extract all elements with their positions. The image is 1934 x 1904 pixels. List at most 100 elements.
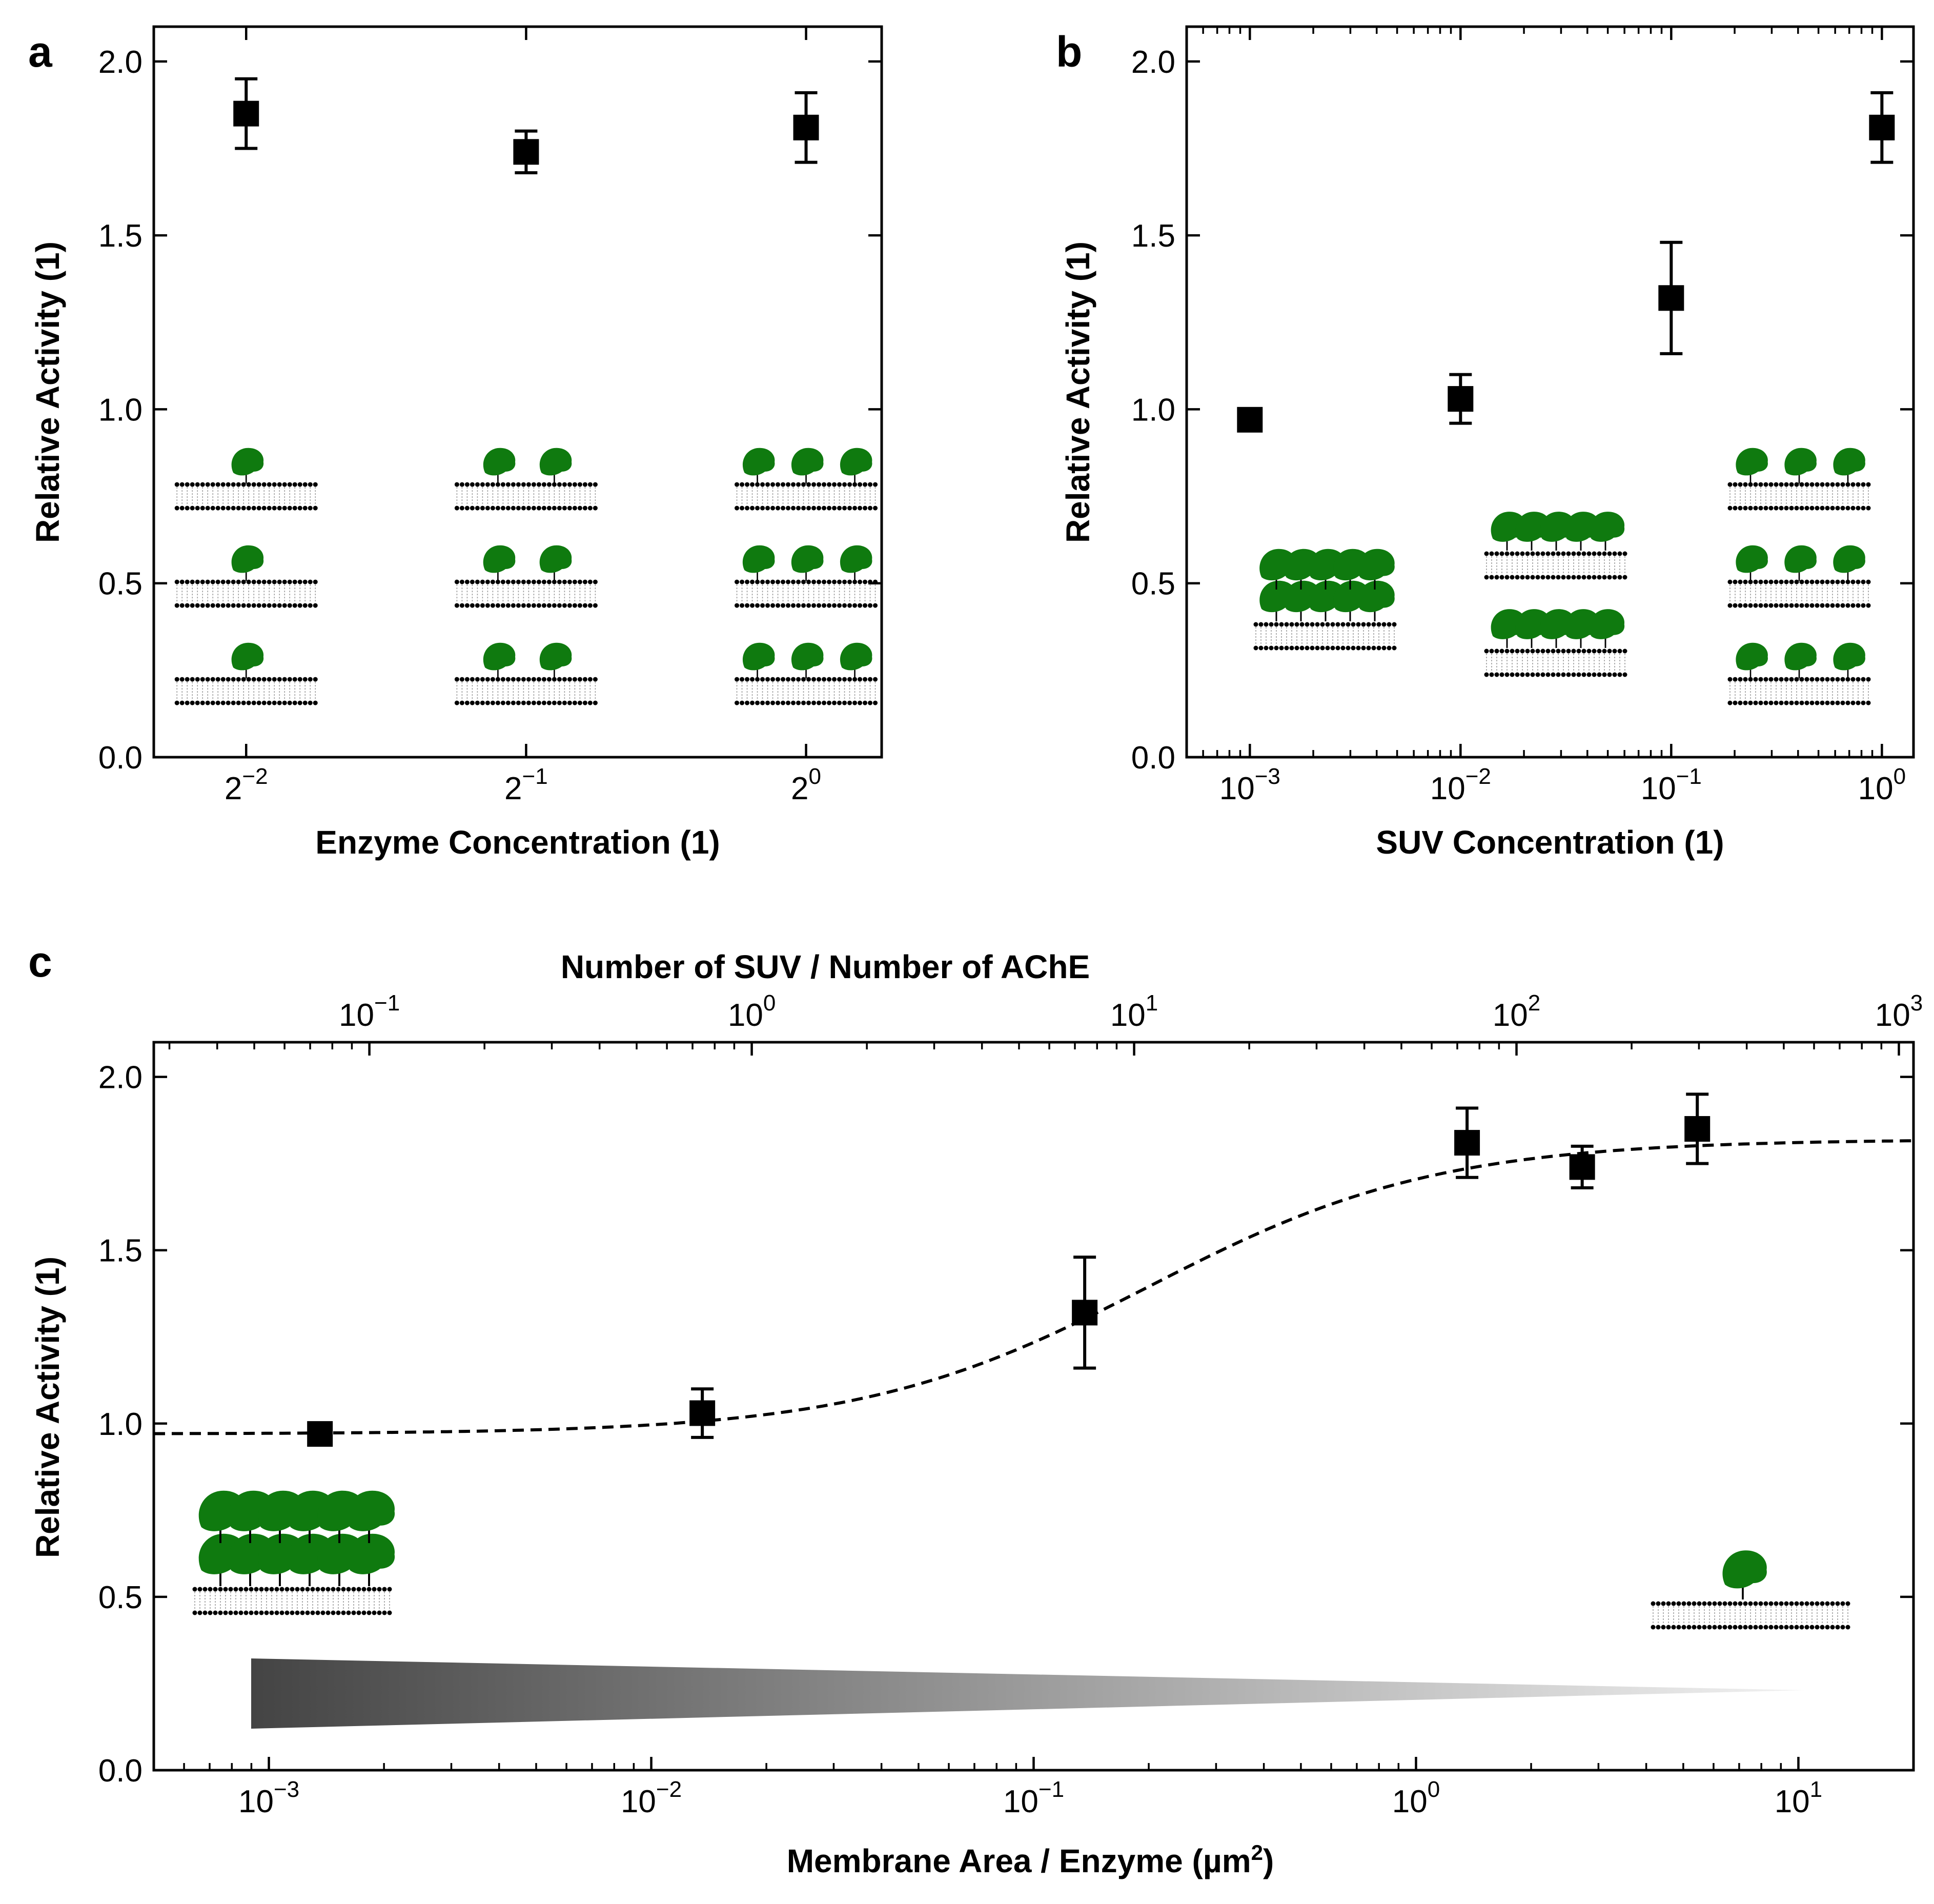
- lipid-head: [1602, 649, 1607, 654]
- lipid-head: [1809, 700, 1815, 705]
- lipid-head: [577, 677, 582, 682]
- lipid-head: [1392, 622, 1397, 627]
- lipid-head: [1768, 1625, 1774, 1630]
- lipid-head: [267, 482, 272, 487]
- lipid-head: [1581, 575, 1586, 580]
- lipid-head: [1530, 649, 1535, 654]
- panel-a-inset-enzyme: [840, 545, 872, 581]
- lipid-head: [1612, 649, 1617, 654]
- lipid-head: [1850, 579, 1856, 584]
- lipid-head: [1253, 645, 1258, 651]
- lipid-head: [1830, 677, 1835, 682]
- lipid-head: [1545, 575, 1551, 580]
- lipid-head: [822, 505, 827, 511]
- lipid-head: [531, 579, 536, 584]
- lipid-head: [531, 677, 536, 682]
- lipid-head: [1612, 672, 1617, 677]
- enzyme-body: [539, 642, 572, 671]
- lipid-head: [308, 603, 313, 608]
- lipid-head: [470, 603, 475, 608]
- panel-b-xtick-label-exp: −2: [1465, 764, 1491, 789]
- lipid-head: [454, 579, 459, 584]
- panel-a-inset-membrane: [735, 579, 878, 608]
- lipid-head: [1351, 622, 1356, 627]
- lipid-head: [387, 1587, 392, 1592]
- lipid-head: [313, 677, 318, 682]
- lipid-head: [279, 1587, 284, 1592]
- lipid-head: [1330, 622, 1335, 627]
- lipid-head: [1768, 482, 1774, 487]
- lipid-head: [1540, 649, 1545, 654]
- lipid-head: [832, 700, 837, 705]
- lipid-head: [740, 579, 745, 584]
- lipid-head: [735, 579, 740, 584]
- panel-a-frame: [152, 25, 883, 759]
- lipid-head: [1566, 551, 1571, 556]
- lipid-head: [1576, 575, 1581, 580]
- lipid-head: [1617, 672, 1622, 677]
- lipid-head: [552, 505, 557, 511]
- panel-a-inset-membrane: [454, 579, 598, 608]
- lipid-head: [1346, 645, 1351, 651]
- lipid-head: [505, 579, 511, 584]
- lipid-head: [500, 700, 505, 705]
- lipid-head: [1607, 551, 1612, 556]
- lipid-head: [272, 677, 277, 682]
- lipid-head: [1586, 551, 1592, 556]
- panel-a-xtick-label: 2−2: [225, 764, 268, 806]
- lipid-head: [1366, 622, 1371, 627]
- panel-b-inset-enzyme: [1358, 549, 1395, 590]
- lipid-head: [776, 505, 781, 511]
- lipid-head: [847, 482, 852, 487]
- lipid-head: [1830, 579, 1835, 584]
- panel-a-data-point: [233, 100, 259, 127]
- lipid-head: [174, 505, 179, 511]
- lipid-head: [1861, 505, 1866, 511]
- lipid-head: [1387, 622, 1392, 627]
- lipid-head: [832, 579, 837, 584]
- enzyme-body: [347, 1490, 395, 1531]
- lipid-head: [205, 579, 210, 584]
- enzyme-body: [791, 642, 824, 671]
- lipid-head: [1743, 579, 1748, 584]
- lipid-head: [587, 505, 593, 511]
- lipid-head: [587, 603, 593, 608]
- lipid-head: [1489, 551, 1494, 556]
- panel-c-xtick-label-base: 10: [1775, 1784, 1810, 1819]
- lipid-head: [1779, 677, 1784, 682]
- lipid-head: [1335, 622, 1340, 627]
- lipid-head: [228, 1587, 233, 1592]
- lipid-head: [1525, 672, 1530, 677]
- panel-b-inset-membrane: [1727, 677, 1871, 705]
- lipid-head: [185, 700, 190, 705]
- lipid-head: [277, 603, 282, 608]
- lipid-head: [1784, 700, 1789, 705]
- lipid-head: [1366, 645, 1371, 651]
- lipid-head: [1774, 1601, 1779, 1606]
- lipid-head: [811, 505, 817, 511]
- lipid-head: [1820, 603, 1825, 608]
- lipid-head: [796, 505, 801, 511]
- panel-b-inset-enzyme: [1833, 642, 1865, 679]
- lipid-head: [470, 505, 475, 511]
- lipid-head: [786, 482, 791, 487]
- lipid-head: [765, 700, 770, 705]
- lipid-head: [485, 505, 490, 511]
- lipid-head: [174, 482, 179, 487]
- lipid-head: [215, 579, 220, 584]
- lipid-head: [1666, 1601, 1671, 1606]
- lipid-head: [1774, 482, 1779, 487]
- lipid-head: [1840, 1601, 1845, 1606]
- lipid-head: [277, 505, 282, 511]
- lipid-head: [755, 482, 760, 487]
- lipid-head: [587, 482, 593, 487]
- lipid-head: [1861, 700, 1866, 705]
- lipid-head: [331, 1587, 336, 1592]
- lipid-head: [341, 1587, 346, 1592]
- lipid-head: [1622, 649, 1627, 654]
- lipid-head: [1825, 505, 1830, 511]
- lipid-head: [842, 505, 847, 511]
- lipid-head: [536, 700, 541, 705]
- lipid-head: [246, 579, 251, 584]
- panel-c-top-tick-label-base: 10: [339, 998, 374, 1033]
